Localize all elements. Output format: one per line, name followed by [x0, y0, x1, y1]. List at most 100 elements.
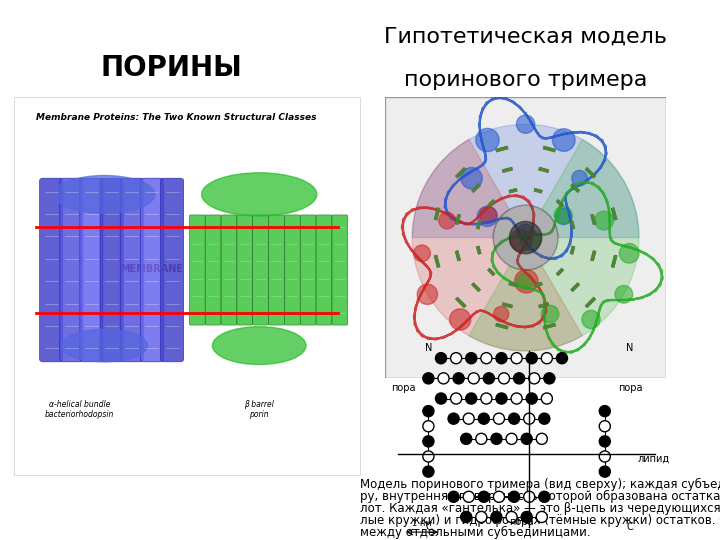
Circle shape: [481, 353, 492, 364]
Circle shape: [515, 269, 538, 293]
Circle shape: [510, 229, 532, 252]
FancyBboxPatch shape: [284, 215, 300, 325]
Circle shape: [423, 451, 434, 462]
Text: C: C: [425, 522, 432, 532]
Circle shape: [526, 353, 537, 364]
Circle shape: [619, 244, 639, 263]
Circle shape: [511, 393, 522, 404]
Circle shape: [506, 511, 517, 523]
Circle shape: [483, 373, 495, 384]
Circle shape: [498, 373, 510, 384]
Circle shape: [423, 406, 434, 417]
FancyBboxPatch shape: [269, 215, 284, 325]
Circle shape: [491, 511, 502, 523]
Circle shape: [451, 393, 462, 404]
Circle shape: [436, 393, 446, 404]
Circle shape: [509, 221, 541, 254]
FancyBboxPatch shape: [332, 215, 348, 325]
Polygon shape: [469, 139, 639, 351]
Text: 1 нм: 1 нм: [413, 519, 432, 528]
Circle shape: [520, 230, 541, 251]
Text: Membrane Proteins: The Two Known Structural Classes: Membrane Proteins: The Two Known Structu…: [36, 113, 317, 123]
Text: β barrel
porin: β barrel porin: [244, 400, 274, 419]
Text: C: C: [626, 522, 634, 532]
Circle shape: [599, 436, 611, 447]
Circle shape: [461, 511, 472, 523]
Circle shape: [599, 421, 611, 432]
Circle shape: [493, 306, 509, 322]
Circle shape: [448, 491, 459, 502]
Circle shape: [461, 167, 482, 189]
FancyBboxPatch shape: [60, 178, 83, 362]
FancyBboxPatch shape: [40, 178, 63, 362]
Circle shape: [526, 393, 537, 404]
Circle shape: [517, 273, 533, 289]
Circle shape: [466, 393, 477, 404]
Circle shape: [513, 373, 525, 384]
Text: Гипотетическая модель: Гипотетическая модель: [384, 27, 667, 47]
Circle shape: [556, 208, 572, 225]
Circle shape: [595, 211, 613, 230]
Circle shape: [506, 433, 517, 444]
Circle shape: [496, 393, 507, 404]
Circle shape: [552, 129, 575, 151]
Circle shape: [508, 491, 520, 502]
Text: пора: пора: [391, 383, 415, 394]
Text: N: N: [626, 343, 634, 353]
Circle shape: [539, 491, 550, 502]
Circle shape: [414, 245, 431, 262]
Circle shape: [438, 212, 456, 229]
FancyBboxPatch shape: [316, 215, 332, 325]
Circle shape: [481, 393, 492, 404]
Circle shape: [476, 511, 487, 523]
Text: MEMBRANE: MEMBRANE: [120, 264, 183, 274]
Circle shape: [478, 413, 490, 424]
Circle shape: [436, 353, 446, 364]
Circle shape: [528, 373, 540, 384]
Circle shape: [518, 224, 534, 240]
FancyBboxPatch shape: [14, 97, 360, 475]
Circle shape: [557, 353, 567, 364]
Text: лот. Каждая «гантелька» — это β-цепь из чередующихся гидрофильных (свет-: лот. Каждая «гантелька» — это β-цепь из …: [360, 502, 720, 515]
Text: N: N: [425, 343, 432, 353]
Circle shape: [599, 466, 611, 477]
Text: между отдельными субъединицами.: между отдельными субъединицами.: [360, 525, 590, 538]
Circle shape: [463, 413, 474, 424]
Circle shape: [468, 373, 480, 384]
Circle shape: [521, 511, 532, 523]
Circle shape: [599, 451, 611, 462]
Circle shape: [521, 433, 532, 444]
Polygon shape: [413, 139, 582, 351]
Circle shape: [493, 491, 505, 502]
FancyBboxPatch shape: [221, 215, 237, 325]
Circle shape: [536, 511, 547, 523]
Circle shape: [423, 421, 434, 432]
Circle shape: [508, 413, 520, 424]
Circle shape: [516, 115, 535, 133]
Text: поринового тримера: поринового тримера: [404, 70, 647, 90]
Circle shape: [423, 436, 434, 447]
Circle shape: [615, 286, 633, 303]
Text: ру, внутренняя поверхность которой образована остатками гидрофильных аминокис-: ру, внутренняя поверхность которой образ…: [360, 490, 720, 503]
Circle shape: [448, 413, 459, 424]
Circle shape: [523, 491, 535, 502]
Circle shape: [463, 491, 474, 502]
Ellipse shape: [61, 329, 148, 362]
FancyBboxPatch shape: [189, 215, 205, 325]
FancyBboxPatch shape: [140, 178, 163, 362]
Circle shape: [417, 284, 438, 305]
FancyBboxPatch shape: [161, 178, 184, 362]
Circle shape: [461, 433, 472, 444]
Circle shape: [523, 413, 535, 424]
Circle shape: [511, 353, 522, 364]
Text: пора: пора: [509, 517, 534, 527]
FancyBboxPatch shape: [300, 215, 316, 325]
FancyBboxPatch shape: [253, 215, 269, 325]
FancyBboxPatch shape: [80, 178, 103, 362]
Circle shape: [493, 205, 558, 270]
Circle shape: [423, 373, 434, 384]
Circle shape: [491, 433, 502, 444]
Text: Модель поринового тримера (вид сверху); каждая субъединица содержит по-: Модель поринового тримера (вид сверху); …: [360, 478, 720, 491]
Circle shape: [554, 206, 572, 224]
Circle shape: [466, 353, 477, 364]
